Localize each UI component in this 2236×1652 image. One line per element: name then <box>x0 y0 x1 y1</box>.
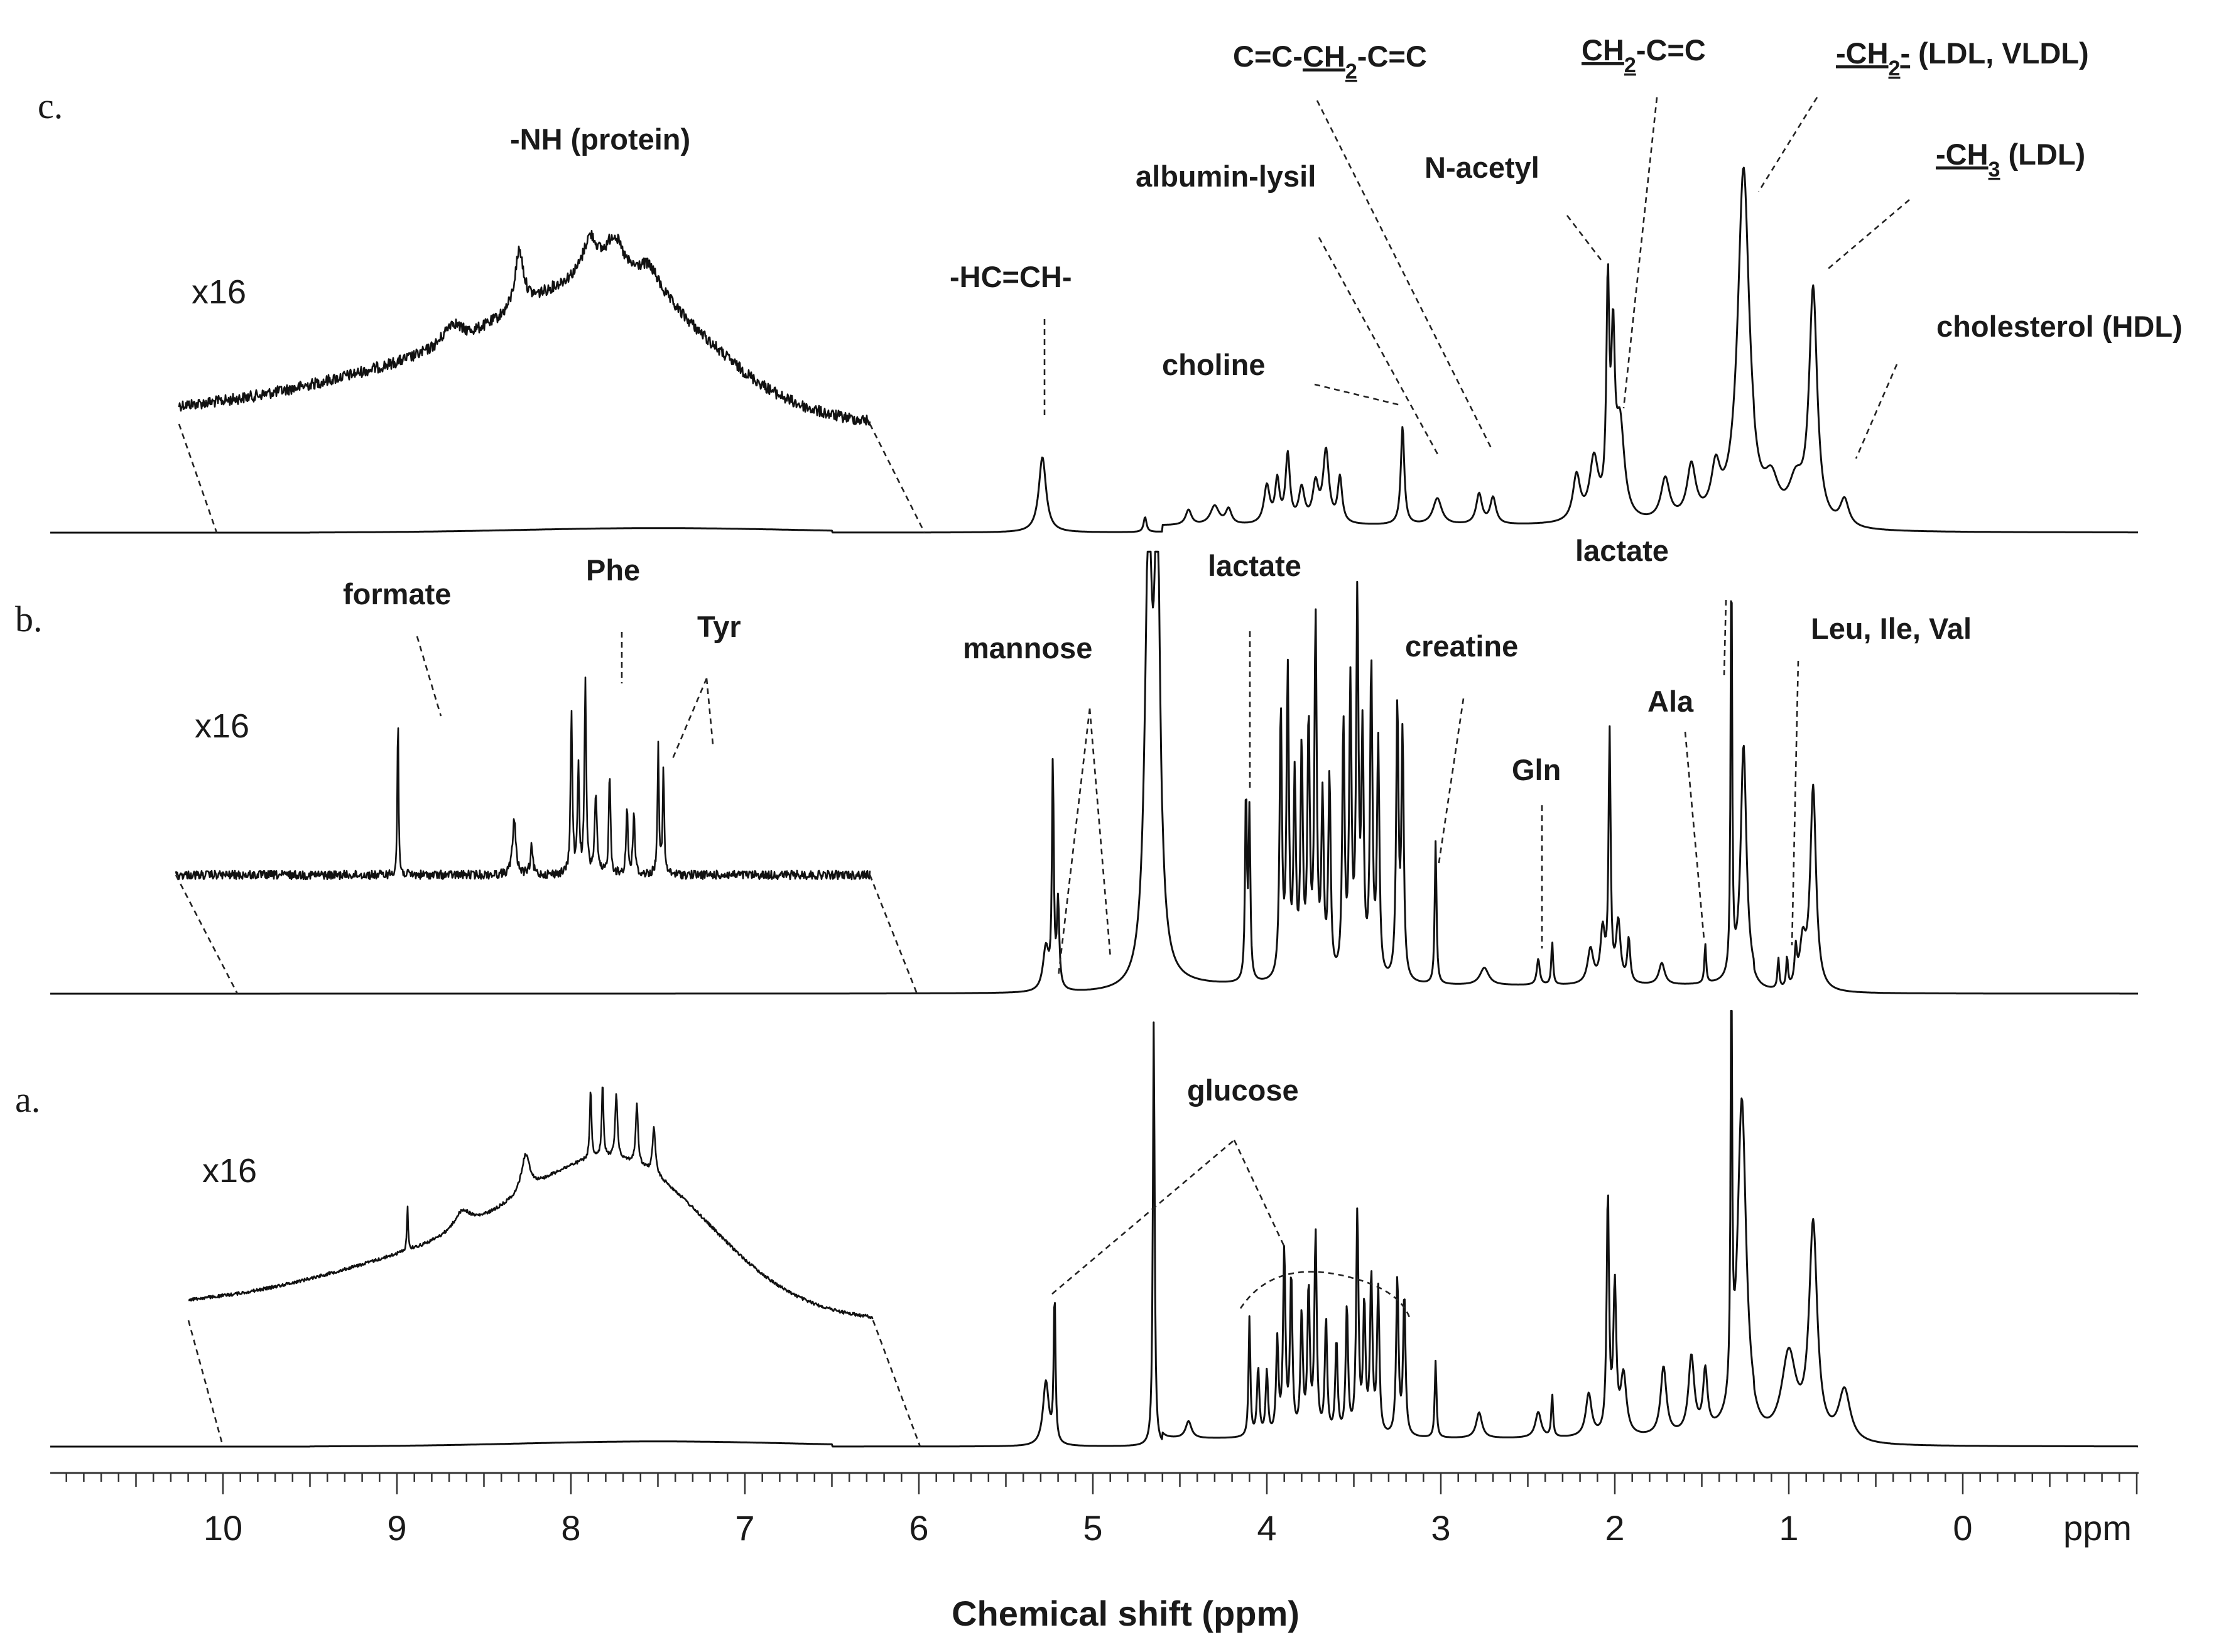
annotation-glucose: glucose <box>1187 1073 1299 1107</box>
magnification-label-b: x16 <box>195 707 249 745</box>
leader-line <box>1622 97 1658 409</box>
annotation-leu-ile-val: Leu, Ile, Val <box>1811 612 1972 645</box>
inset-connectors <box>175 423 926 1447</box>
inset-connector-right-c <box>869 423 926 533</box>
x-axis-title: Chemical shift (ppm) <box>952 1594 1300 1633</box>
leader-line <box>1051 1139 1235 1295</box>
annotation-part: - <box>1900 36 1910 70</box>
inset-connector-right-a <box>872 1320 921 1447</box>
annotation-lactate-b-left: lactate <box>1208 549 1301 582</box>
annotation-lactate-b-right: lactate <box>1575 534 1669 567</box>
annotation-part: CH <box>1303 40 1345 73</box>
annotation-allylic-ch2: CH2-C=C <box>1582 33 1706 77</box>
leader-line <box>1437 698 1465 867</box>
tick-label-8: 8 <box>561 1508 580 1548</box>
leader-line <box>1791 660 1799 946</box>
annotation-part: (LDL) <box>2000 138 2085 171</box>
inset-trace-a <box>188 1086 874 1320</box>
spectrum-trace-c <box>50 166 2139 534</box>
annotation-formate: formate <box>343 577 451 611</box>
tick-label-4: 4 <box>1257 1508 1276 1548</box>
spectrum-traces <box>50 166 2139 1448</box>
annotation-gln: Gln <box>1512 753 1561 786</box>
inset-trace-c <box>178 229 871 426</box>
leader-line <box>1757 97 1818 192</box>
annotation-part: 2 <box>1624 53 1636 77</box>
annotation-ch2-ldl-vldl: -CH2- (LDL, VLDL) <box>1836 36 2089 80</box>
annotation-n-acetyl: N-acetyl <box>1425 151 1539 184</box>
tick-label-9: 9 <box>387 1508 406 1548</box>
annotation-part: -CH <box>1836 36 1889 70</box>
spectrum-trace-a <box>50 1009 2139 1448</box>
annotation-nh-protein: -NH (protein) <box>510 122 690 156</box>
inset-connector-left-c <box>178 423 218 533</box>
annotation-ala: Ala <box>1647 685 1694 718</box>
leader-line <box>416 636 442 717</box>
annotation-creatine: creatine <box>1405 629 1518 663</box>
leader-line <box>1826 199 1910 271</box>
annotation-part: -CH <box>1936 138 1989 171</box>
annotation-choline: choline <box>1162 348 1266 381</box>
inset-connector-left-a <box>187 1320 224 1447</box>
annotation-part: 2 <box>1889 57 1901 80</box>
annotation-part: cholesterol <box>1936 310 2102 343</box>
magnification-label-c: x16 <box>192 273 246 311</box>
leader-line <box>1314 383 1401 406</box>
leader-line <box>1566 215 1603 261</box>
annotation-part: (HDL) <box>2102 310 2183 343</box>
annotation-tyr: Tyr <box>697 610 741 643</box>
annotation-cholesterol-hdl: cholesterol (HDL) <box>1936 310 2183 343</box>
annotation-part: CH <box>1582 33 1624 67</box>
annotation-part: -C=C <box>1357 40 1427 73</box>
inset-trace-b <box>175 677 871 881</box>
tick-label-1: 1 <box>1779 1508 1798 1548</box>
x-axis-unit-label: ppm <box>2063 1508 2132 1548</box>
panel-label-a: a. <box>15 1079 40 1120</box>
annotation-part: (LDL, VLDL) <box>1910 36 2089 70</box>
panel-label-b: b. <box>15 599 43 639</box>
panel-label-c: c. <box>38 85 63 126</box>
magnification-label-a: x16 <box>202 1152 257 1190</box>
annotation-bis-allylic-ch2: C=C-CH2-C=C <box>1233 40 1427 84</box>
leader-line <box>671 678 708 761</box>
leader-line <box>1723 599 1727 676</box>
annotation-hc-ch: -HC=CH- <box>950 260 1072 293</box>
inset-connector-right-b <box>869 874 918 994</box>
inset-connector-left-b <box>175 874 239 994</box>
leader-line <box>1684 731 1705 940</box>
tick-label-2: 2 <box>1605 1508 1624 1548</box>
inset-traces <box>175 229 874 1320</box>
leader-line <box>705 678 714 745</box>
tick-label-10: 10 <box>204 1508 242 1548</box>
annotation-albumin-lysil: albumin-lysil <box>1136 160 1316 193</box>
leader-line <box>1316 100 1493 450</box>
annotation-part: 3 <box>1989 158 2000 182</box>
x-axis-ticks <box>65 1473 2138 1494</box>
annotation-part: 2 <box>1345 60 1357 84</box>
annotation-phe: Phe <box>586 553 640 587</box>
tick-label-3: 3 <box>1431 1508 1450 1548</box>
annotation-mannose: mannose <box>963 631 1092 665</box>
annotation-ch3-ldl: -CH3 (LDL) <box>1936 138 2085 182</box>
tick-label-7: 7 <box>735 1508 754 1548</box>
tick-label-6: 6 <box>909 1508 928 1548</box>
leader-line <box>1318 237 1440 456</box>
x-axis-tick-labels: 10 9 8 7 6 5 4 3 2 1 0 <box>204 1508 1973 1548</box>
glucose-bracket <box>1239 1271 1411 1320</box>
leader-line <box>1233 1139 1286 1247</box>
leader-line <box>1855 364 1898 459</box>
annotation-leader-lines <box>416 97 1910 1320</box>
annotation-part: C=C- <box>1233 40 1303 73</box>
annotation-part: -C=C <box>1636 33 1706 67</box>
tick-label-5: 5 <box>1083 1508 1102 1548</box>
spectrum-trace-b <box>50 550 2139 995</box>
leader-line <box>1057 708 1091 977</box>
leader-line <box>1088 708 1112 959</box>
tick-label-0: 0 <box>1953 1508 1972 1548</box>
